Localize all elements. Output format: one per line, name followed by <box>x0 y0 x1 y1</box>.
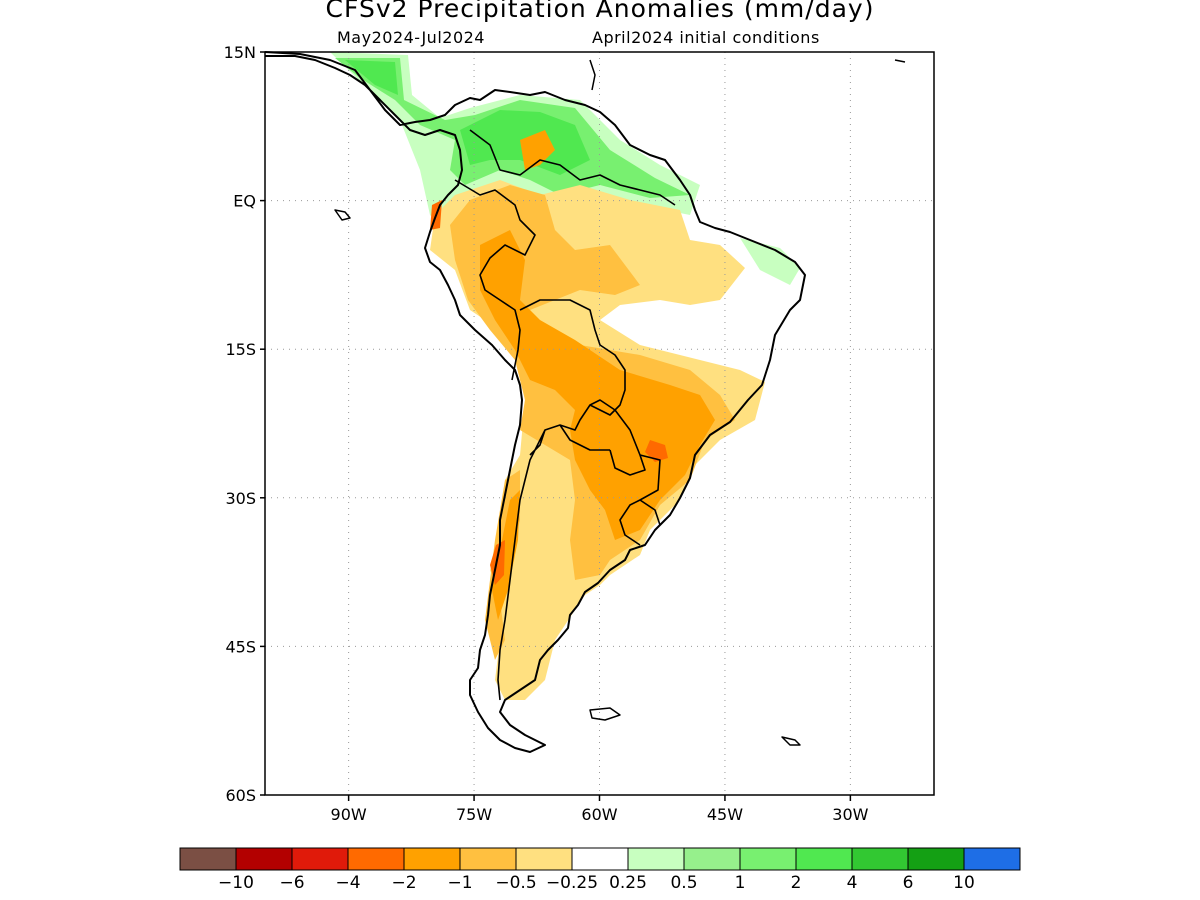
south-america-coastline <box>264 51 806 753</box>
colorbar-swatch <box>627 847 685 871</box>
colorbar-label: −0.5 <box>495 873 536 893</box>
positive-anomaly-east <box>740 238 800 285</box>
longitude-axis: 90W 75W 60W 45W 30W <box>331 795 869 824</box>
colorbar-swatch <box>403 847 461 871</box>
colorbar-swatch <box>963 847 1021 871</box>
colorbar-label: −6 <box>279 873 304 893</box>
colorbar-label: −1 <box>447 873 472 893</box>
colorbar-swatch <box>907 847 965 871</box>
anomaly-shading <box>330 52 800 700</box>
colorbar-label: 0.5 <box>670 873 697 893</box>
colorbar-swatch <box>515 847 573 871</box>
lat-tick-label: 15N <box>224 43 256 62</box>
valid-period: May2024-Jul2024 <box>337 28 485 47</box>
colorbar-label: −2 <box>391 873 416 893</box>
initial-conditions: April2024 initial conditions <box>592 28 820 47</box>
galapagos-islands <box>334 209 351 221</box>
lon-tick-label: 45W <box>707 805 743 824</box>
colorbar-label: −10 <box>218 873 254 893</box>
map-title: CFSv2 Precipitation Anomalies (mm/day) <box>325 0 875 23</box>
lon-tick-label: 75W <box>456 805 492 824</box>
colorbar-swatch <box>851 847 909 871</box>
lat-tick-label: 60S <box>225 786 256 805</box>
colorbar-swatch <box>739 847 797 871</box>
colorbar-label: 10 <box>953 873 975 893</box>
colorbar-label: 6 <box>903 873 914 893</box>
colorbar-label: −0.25 <box>546 873 598 893</box>
colorbar-swatch <box>459 847 517 871</box>
colorbar: −10 −6 −4 −2 −1 −0.5 −0.25 0.25 0.5 1 2 4 6 10 <box>179 847 1021 893</box>
falkland-islands <box>589 707 621 721</box>
coastlines <box>264 51 906 753</box>
colorbar-swatch <box>683 847 741 871</box>
lon-tick-label: 60W <box>581 805 617 824</box>
colorbar-swatch <box>235 847 293 871</box>
colorbar-label: −4 <box>335 873 360 893</box>
caribbean-islands <box>589 59 906 91</box>
colorbar-swatch <box>347 847 405 871</box>
colorbar-swatch <box>179 847 237 871</box>
colorbar-label: 4 <box>847 873 858 893</box>
lon-tick-label: 90W <box>331 805 367 824</box>
country-borders <box>454 129 676 701</box>
colorbar-swatch <box>571 847 629 871</box>
south-georgia <box>781 736 801 746</box>
lat-tick-label: 15S <box>225 340 256 359</box>
lat-tick-label: EQ <box>233 192 256 211</box>
latitude-axis: 15N EQ 15S 30S 45S 60S <box>224 43 265 805</box>
colorbar-label: 0.25 <box>609 873 647 893</box>
colorbar-label: 1 <box>735 873 746 893</box>
lat-tick-label: 45S <box>225 637 256 656</box>
lon-tick-label: 30W <box>832 805 868 824</box>
lat-tick-label: 30S <box>225 489 256 508</box>
colorbar-label: 2 <box>791 873 802 893</box>
colorbar-swatch <box>291 847 349 871</box>
colorbar-swatch <box>795 847 853 871</box>
negative-anomaly-strong <box>480 130 715 620</box>
